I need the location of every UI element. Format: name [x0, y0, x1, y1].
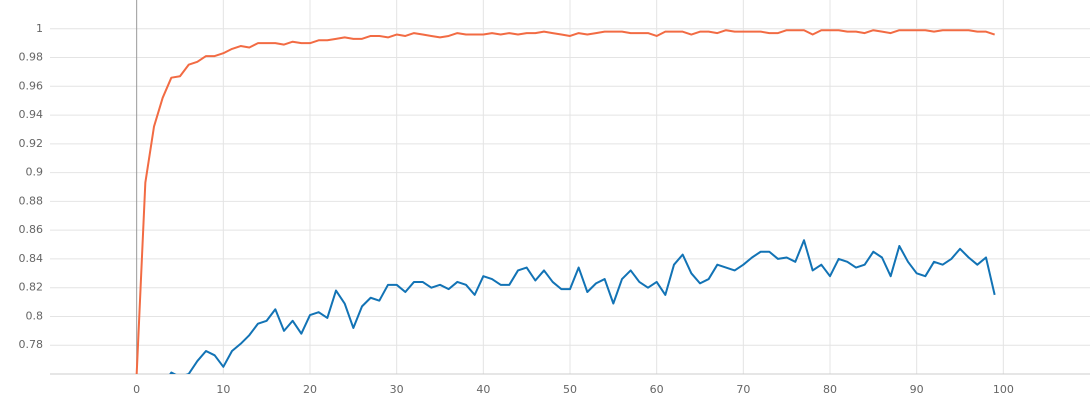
- plot-area: [135, 29, 996, 374]
- x-tick-label: 0: [133, 383, 140, 396]
- x-tick-label: 10: [216, 383, 230, 396]
- series-line: [169, 239, 996, 374]
- y-tick-label: 0.9: [26, 166, 44, 179]
- y-tick-label: 0.88: [19, 194, 44, 207]
- y-tick-label: 1: [36, 22, 43, 35]
- series-line: [135, 29, 995, 374]
- y-tick-label: 0.82: [19, 281, 44, 294]
- x-tick-label: 100: [993, 383, 1014, 396]
- x-tick-label: 30: [390, 383, 404, 396]
- y-tick-label: 0.78: [19, 338, 44, 351]
- x-tick-label: 40: [476, 383, 490, 396]
- x-tick-label: 60: [650, 383, 664, 396]
- y-tick-label: 0.92: [19, 137, 44, 150]
- x-tick-label: 50: [563, 383, 577, 396]
- y-tick-label: 0.96: [19, 79, 44, 92]
- y-tick-label: 0.98: [19, 51, 44, 64]
- y-tick-label: 0.8: [26, 309, 44, 322]
- y-tick-label: 0.84: [19, 252, 44, 265]
- y-tick-label: 0.94: [19, 108, 44, 121]
- x-tick-label: 70: [736, 383, 750, 396]
- x-tick-label: 80: [823, 383, 837, 396]
- grid: [50, 0, 1090, 375]
- x-tick-label: 20: [303, 383, 317, 396]
- y-tick-label: 0.86: [19, 223, 44, 236]
- x-tick-label: 90: [910, 383, 924, 396]
